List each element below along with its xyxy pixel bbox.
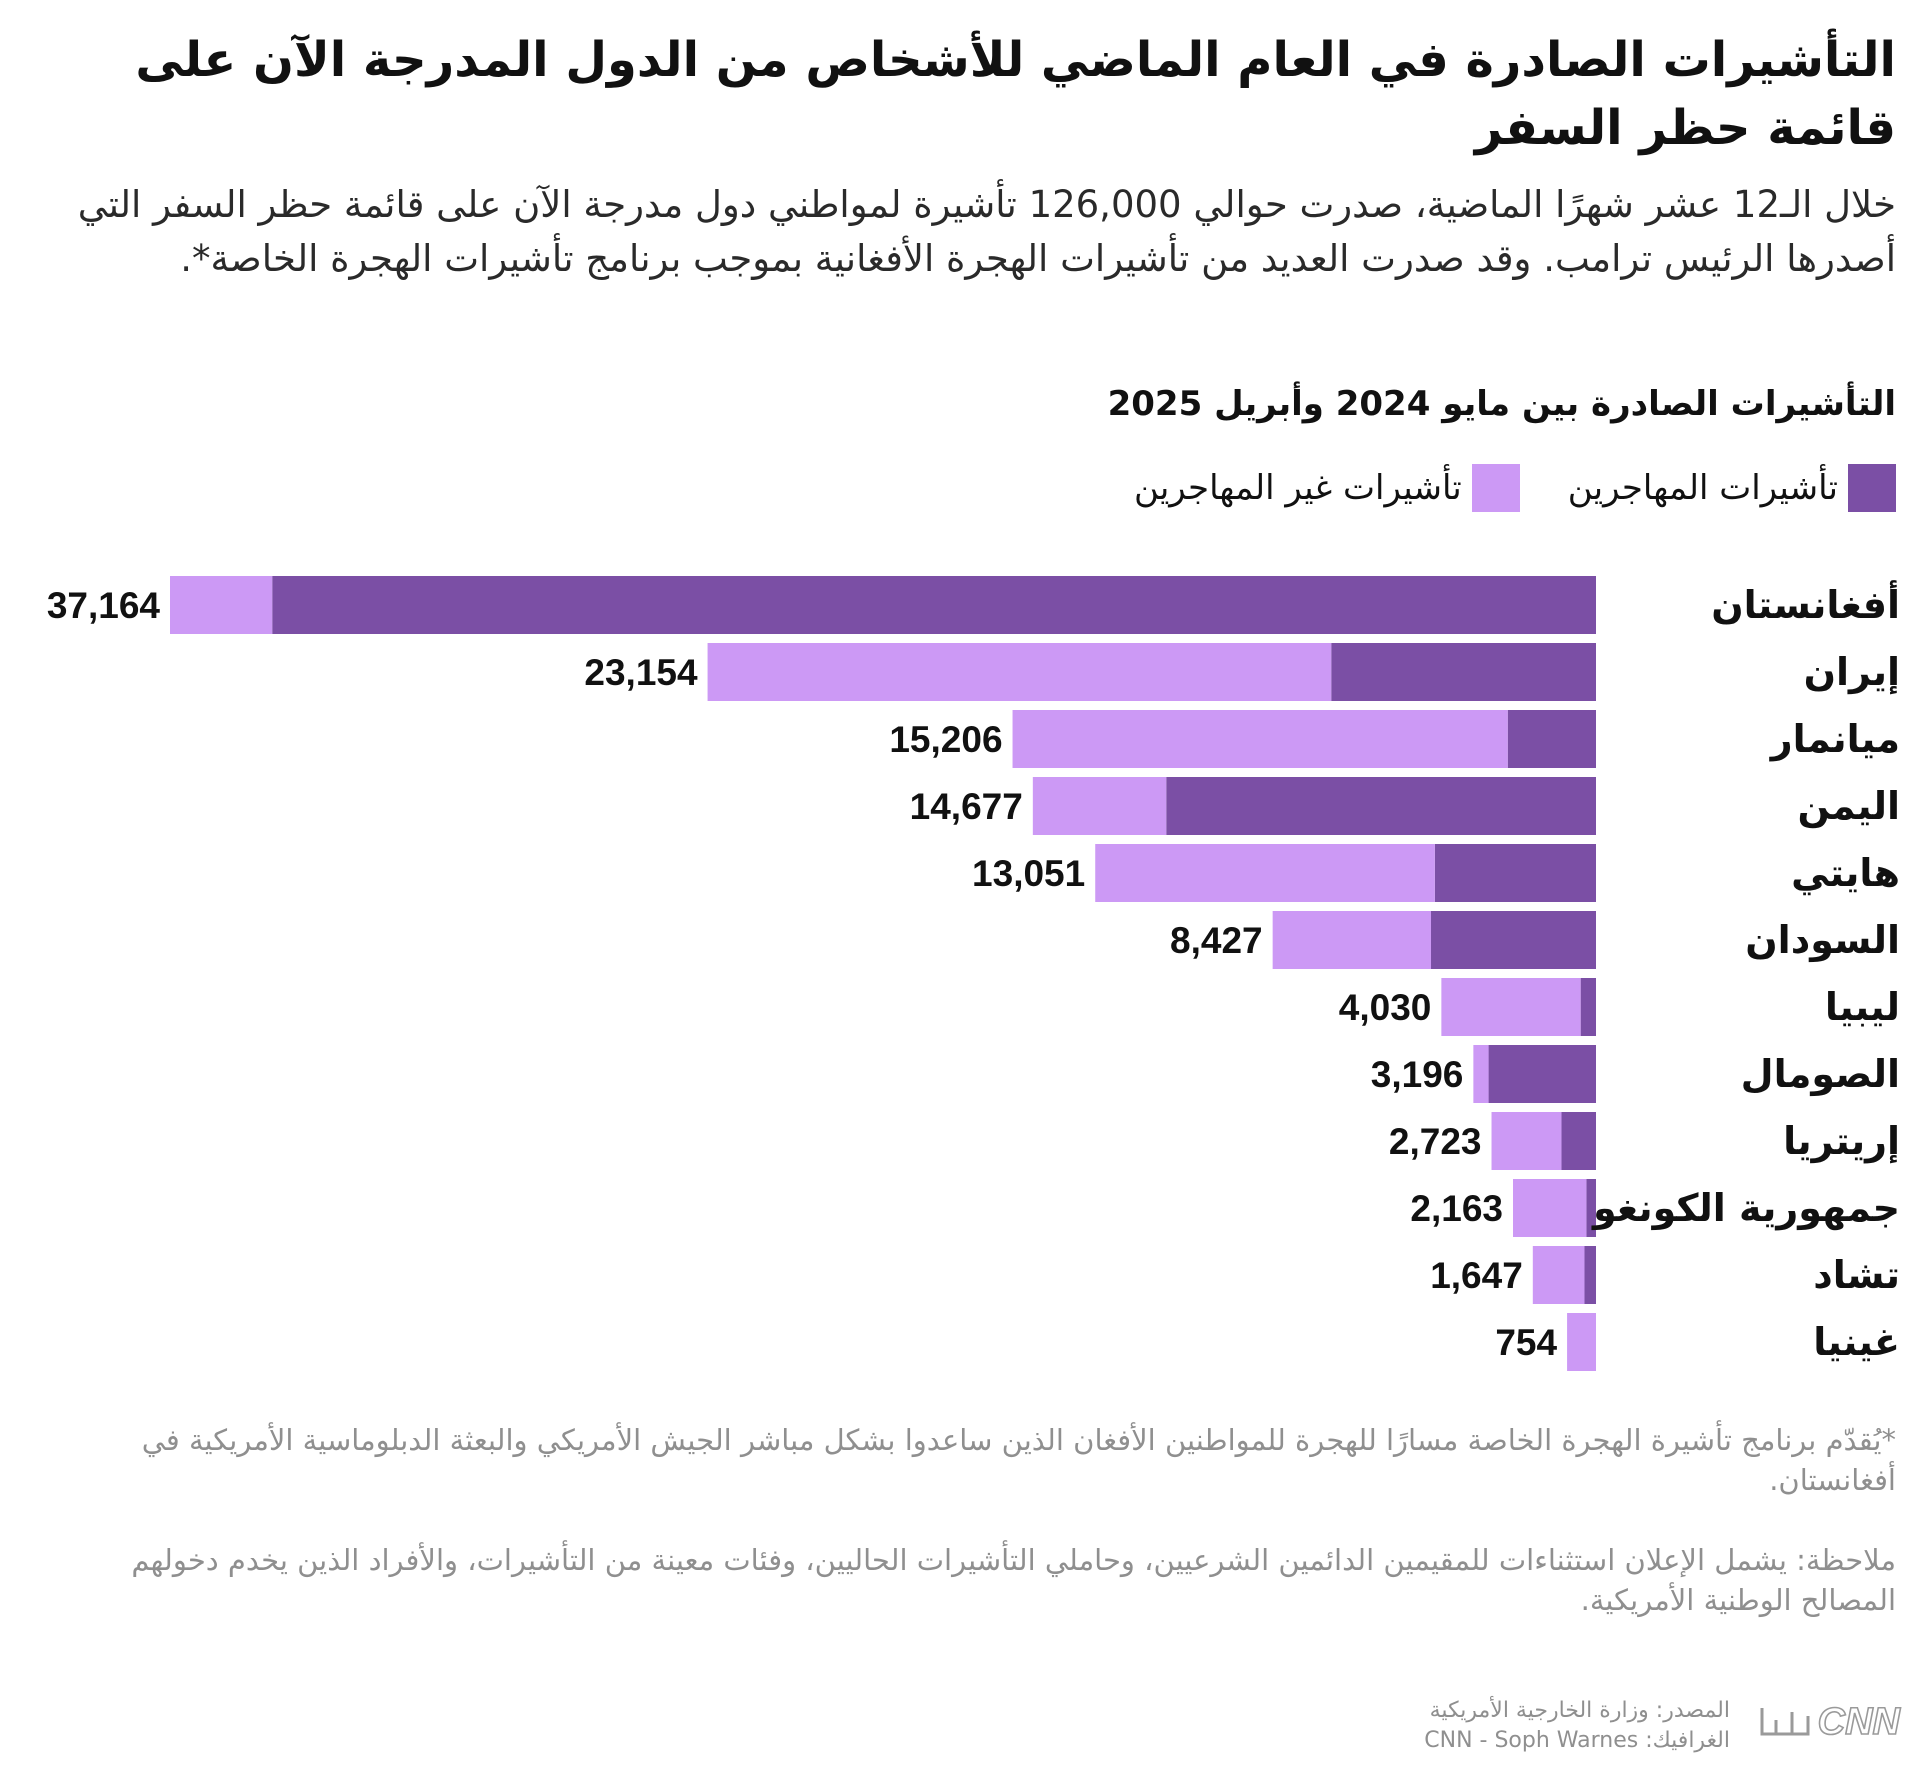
category-label: تشاد	[1813, 1253, 1900, 1297]
svg-text:CNN: CNN	[1818, 1701, 1902, 1743]
source-text: المصدر: وزارة الخارجية الأمريكية	[1429, 1698, 1730, 1723]
value-label: 754	[1495, 1322, 1557, 1363]
category-label: الصومال	[1741, 1052, 1900, 1096]
value-label: 1,647	[1430, 1255, 1523, 1296]
bar-non-immigrant	[1567, 1313, 1596, 1371]
bar-immigrant	[1434, 844, 1596, 902]
category-label: أفغانستان	[1711, 580, 1900, 627]
credits: المصدر: وزارة الخارجية الأمريكية الغرافي…	[1400, 1696, 1730, 1756]
bar-non-immigrant	[707, 643, 1332, 701]
value-label: 14,677	[910, 786, 1023, 827]
legend-label-non-immigrant: تأشيرات غير المهاجرين	[1133, 468, 1462, 508]
bar-non-immigrant	[1532, 1246, 1585, 1304]
bar-non-immigrant	[1012, 710, 1508, 768]
value-label: 37,164	[47, 585, 161, 626]
bar-immigrant	[1586, 1179, 1596, 1237]
bar-chart: أفغانستان 37,164 إيران 23,154 ميانمار 15,206 ا…	[47, 576, 1900, 1371]
value-label: 2,723	[1389, 1121, 1482, 1162]
bar-immigrant	[1507, 710, 1596, 768]
category-label: هايتي	[1791, 851, 1900, 895]
legend: تأشيرات المهاجرين تأشيرات غير المهاجرين	[1134, 458, 1896, 518]
bar-immigrant	[272, 576, 1596, 634]
value-label: 8,427	[1170, 920, 1263, 961]
bar-immigrant	[1584, 1246, 1596, 1304]
bar-non-immigrant	[1095, 844, 1435, 902]
value-label: 23,154	[584, 652, 698, 693]
bar-non-immigrant	[1473, 1045, 1489, 1103]
value-label: 2,163	[1410, 1188, 1503, 1229]
legend-swatch-immigrant	[1848, 464, 1896, 512]
bar-non-immigrant	[1272, 911, 1432, 969]
bar-non-immigrant	[1441, 978, 1581, 1036]
note: ملاحظة: يشمل الإعلان استثناءات للمقيمين …	[131, 1543, 1896, 1617]
bar-immigrant	[1431, 911, 1596, 969]
legend-swatch-non-immigrant	[1471, 464, 1520, 512]
bar-non-immigrant	[170, 576, 273, 634]
value-label: 15,206	[889, 719, 1002, 760]
legend-item-immigrant: تأشيرات المهاجرين	[1568, 464, 1896, 512]
bar-non-immigrant	[1513, 1179, 1587, 1237]
cnn-arabic-logo: CNN	[1760, 1700, 1902, 1744]
category-label: اليمن	[1798, 784, 1900, 828]
graphic-credit: الغرافيك: CNN - Soph Warnes	[1424, 1728, 1730, 1753]
category-label: إريتريا	[1783, 1119, 1900, 1164]
chart-description: خلال الـ12 عشر شهرًا الماضية، صدرت حوالي…	[77, 183, 1896, 280]
value-label: 4,030	[1339, 987, 1432, 1028]
bar-immigrant	[1166, 777, 1596, 835]
bar-non-immigrant	[1491, 1112, 1562, 1170]
footnote: *يُقدّم برنامج تأشيرة الهجرة الخاصة مسار…	[141, 1423, 1896, 1497]
bar-immigrant	[1488, 1045, 1596, 1103]
legend-label-immigrant: تأشيرات المهاجرين	[1567, 468, 1838, 508]
category-label: السودان	[1745, 918, 1900, 962]
value-label: 3,196	[1371, 1054, 1464, 1095]
bar-non-immigrant	[1032, 777, 1167, 835]
value-label: 13,051	[972, 853, 1085, 894]
legend-item-non-immigrant: تأشيرات غير المهاجرين	[1134, 464, 1520, 512]
category-label: غينيا	[1813, 1320, 1900, 1364]
category-label: جمهورية الكونغو	[1591, 1186, 1900, 1230]
bar-immigrant	[1561, 1112, 1596, 1170]
category-label: ليبيا	[1825, 985, 1900, 1029]
bar-immigrant	[1331, 643, 1596, 701]
category-label: ميانمار	[1769, 717, 1900, 761]
bar-immigrant	[1580, 978, 1596, 1036]
chart-title: التأشيرات الصادرة بين مايو 2024 وأبريل 2…	[1107, 384, 1896, 424]
chart-heading: التأشيرات الصادرة في العام الماضي للأشخا…	[135, 32, 1896, 156]
category-label: إيران	[1804, 650, 1900, 695]
